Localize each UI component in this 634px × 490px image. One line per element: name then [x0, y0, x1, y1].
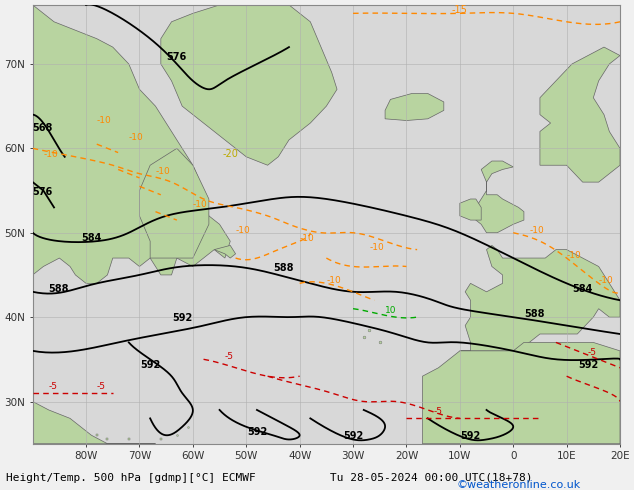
Text: -10: -10 — [236, 226, 250, 235]
Polygon shape — [60, 465, 124, 486]
Polygon shape — [460, 245, 620, 351]
Polygon shape — [460, 199, 481, 220]
Polygon shape — [385, 94, 444, 121]
Text: -10: -10 — [369, 243, 384, 252]
Text: 592: 592 — [140, 360, 160, 370]
Text: -20: -20 — [223, 149, 238, 159]
Polygon shape — [470, 161, 524, 233]
Text: 588: 588 — [49, 284, 69, 294]
Text: 584: 584 — [573, 284, 593, 294]
Text: -10: -10 — [193, 200, 207, 209]
Text: -5: -5 — [588, 348, 597, 357]
Polygon shape — [214, 245, 236, 258]
Text: -10: -10 — [97, 116, 112, 125]
Text: 592: 592 — [578, 360, 598, 370]
Text: 592: 592 — [172, 313, 192, 323]
Text: -10: -10 — [529, 226, 544, 235]
Text: 568: 568 — [33, 123, 53, 133]
Polygon shape — [540, 47, 620, 182]
Polygon shape — [422, 343, 620, 443]
Text: 576: 576 — [33, 187, 53, 197]
Polygon shape — [139, 148, 209, 258]
Text: Height/Temp. 500 hPa [gdmp][°C] ECMWF: Height/Temp. 500 hPa [gdmp][°C] ECMWF — [6, 473, 256, 483]
Text: -15: -15 — [452, 5, 468, 15]
Text: Tu 28-05-2024 00:00 UTC(18+78): Tu 28-05-2024 00:00 UTC(18+78) — [330, 473, 532, 483]
Polygon shape — [161, 5, 337, 165]
Text: 592: 592 — [247, 427, 267, 437]
Text: -10: -10 — [327, 276, 341, 285]
Text: 588: 588 — [524, 309, 545, 319]
Text: -10: -10 — [155, 167, 171, 176]
Text: 584: 584 — [81, 233, 101, 243]
Text: -10: -10 — [129, 133, 143, 142]
Text: -5: -5 — [49, 382, 58, 391]
Text: 576: 576 — [167, 52, 187, 62]
Text: 10: 10 — [385, 306, 397, 315]
Text: -10: -10 — [300, 234, 314, 243]
Text: -10: -10 — [43, 150, 58, 159]
Text: -5: -5 — [433, 407, 442, 416]
Text: 588: 588 — [273, 263, 294, 273]
Text: -10: -10 — [598, 276, 614, 285]
Text: -5: -5 — [97, 382, 106, 391]
Polygon shape — [33, 5, 230, 283]
Text: -5: -5 — [225, 352, 234, 361]
Text: -10: -10 — [567, 251, 581, 260]
Polygon shape — [33, 401, 155, 443]
Text: 592: 592 — [343, 432, 363, 441]
Text: 592: 592 — [460, 432, 481, 441]
Text: ©weatheronline.co.uk: ©weatheronline.co.uk — [456, 480, 581, 490]
